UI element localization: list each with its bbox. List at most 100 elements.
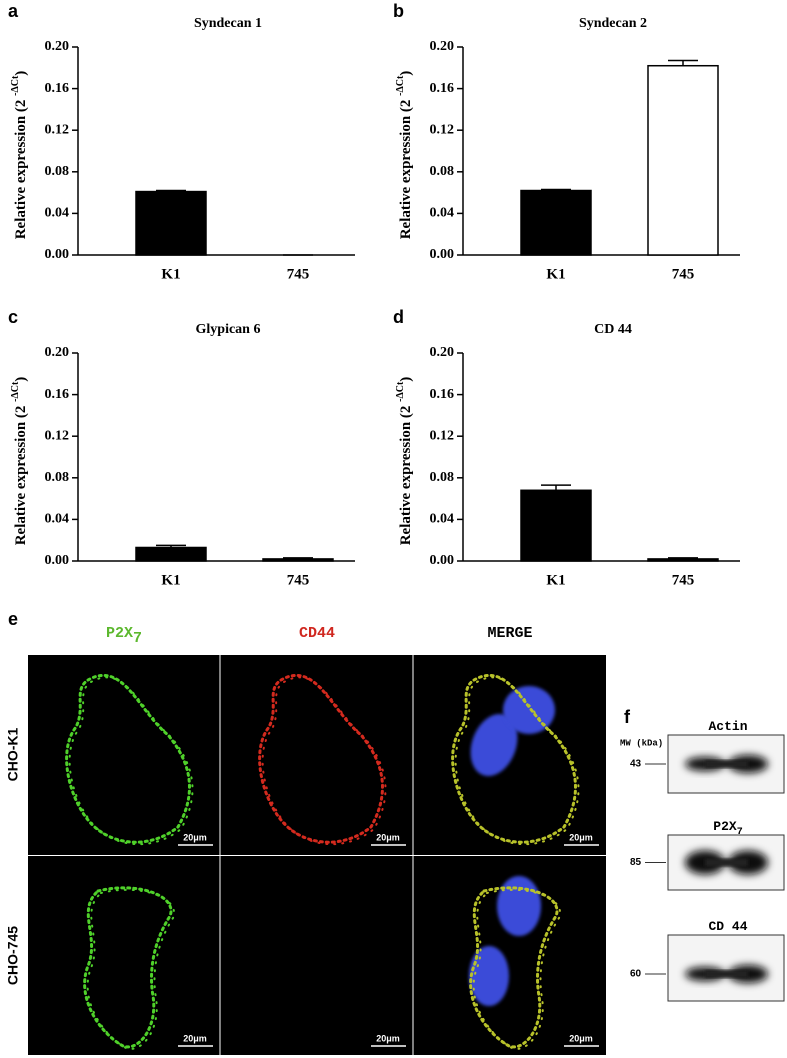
nucleus [470, 714, 518, 776]
y-tick-label: 0.00 [430, 553, 455, 568]
y-axis-label-text: Relative expression (2 [13, 402, 29, 545]
y-tick-label: 0.16 [430, 387, 455, 402]
blot-label-text: Actin [708, 719, 747, 734]
bar [135, 190, 207, 256]
y-axis-label-sup: -ΔCt [395, 381, 406, 402]
y-axis-label-sup: -ΔCt [10, 381, 21, 402]
panel-label: c [8, 307, 18, 327]
x-tick-label: K1 [546, 572, 565, 588]
y-tick-label: 0.20 [45, 39, 70, 54]
x-tick-label: 745 [287, 572, 310, 588]
cell-outline [83, 886, 173, 1049]
panel-label: d [393, 307, 404, 327]
y-axis-label: Relative expression (2 -ΔCt) [10, 71, 29, 240]
micrograph: 20μm [371, 1033, 406, 1047]
x-tick-label: K1 [161, 572, 180, 588]
y-tick-label: 0.12 [430, 122, 455, 137]
y-tick-label: 0.00 [45, 553, 70, 568]
y-tick-label: 0.08 [430, 470, 455, 485]
y-tick-label: 0.12 [430, 428, 455, 443]
y-axis-label-end: ) [398, 377, 414, 382]
y-axis-label-text: Relative expression (2 [398, 402, 414, 545]
scale-bar-label: 20μm [183, 1033, 207, 1043]
panel-label: b [393, 1, 404, 21]
x-tick-label: K1 [546, 266, 565, 282]
cell-outline [469, 886, 559, 1049]
bar [520, 189, 592, 256]
column-header: MERGE [487, 625, 532, 642]
x-tick-label: K1 [161, 266, 180, 282]
y-axis-label: Relative expression (2 -ΔCt) [395, 71, 414, 240]
cell-outline [65, 673, 191, 844]
blot-label: CD 44 [708, 919, 747, 934]
mw-label: MW (kDa) [620, 738, 663, 748]
x-tick-label: 745 [672, 266, 695, 282]
y-tick-label: 0.04 [45, 206, 70, 221]
panel-label: a [8, 1, 19, 21]
y-axis-label: Relative expression (2 -ΔCt) [10, 377, 29, 546]
y-tick-label: 0.16 [45, 81, 70, 96]
row-label: CHO-745 [5, 926, 21, 985]
y-tick-label: 0.20 [430, 39, 455, 54]
micrograph: 20μm [258, 673, 406, 846]
chart-title: CD 44 [594, 322, 632, 337]
y-axis-label-end: ) [398, 71, 414, 76]
cell-outline [451, 673, 577, 844]
y-axis-label-sup: -ΔCt [395, 75, 406, 96]
column-header: CD44 [299, 625, 335, 642]
y-axis-label-end: ) [13, 71, 29, 76]
scale-bar-label: 20μm [569, 832, 593, 842]
y-tick-label: 0.20 [45, 345, 70, 360]
y-tick-label: 0.04 [45, 512, 70, 527]
column-header-text: CD44 [299, 625, 335, 642]
bar [135, 546, 207, 562]
cell-outline [258, 673, 384, 844]
y-tick-label: 0.12 [45, 122, 70, 137]
chart-title: Syndecan 2 [579, 16, 647, 31]
band-link [705, 970, 748, 978]
bar [647, 558, 719, 562]
column-header-text: P2X [106, 625, 133, 642]
bar [520, 489, 592, 562]
blot-label: P2X7 [713, 819, 742, 837]
y-tick-label: 0.08 [45, 470, 70, 485]
scale-bar-label: 20μm [376, 832, 400, 842]
blot-label: Actin [708, 719, 747, 734]
micrograph: 20μm [65, 673, 213, 846]
scale-bar-label: 20μm [376, 1033, 400, 1043]
cell-outline [454, 676, 580, 846]
cell-outline [261, 676, 387, 846]
y-axis-label-text: Relative expression (2 [13, 96, 29, 239]
nucleus [503, 686, 555, 734]
y-tick-label: 0.12 [45, 428, 70, 443]
scale-bar-label: 20μm [183, 832, 207, 842]
y-axis-label-end: ) [13, 377, 29, 382]
bar [647, 64, 719, 256]
y-tick-label: 0.20 [430, 345, 455, 360]
y-axis-label-text: Relative expression (2 [398, 96, 414, 239]
x-tick-label: 745 [672, 572, 695, 588]
y-tick-label: 0.16 [45, 387, 70, 402]
panel-label: e [8, 609, 18, 629]
y-tick-label: 0.08 [430, 164, 455, 179]
mw-marker: 85 [630, 857, 642, 868]
bar [262, 558, 334, 562]
blot-label-text: P2X [713, 819, 737, 834]
y-tick-label: 0.16 [430, 81, 455, 96]
y-axis-label: Relative expression (2 -ΔCt) [395, 377, 414, 546]
micrograph: 20μm [83, 886, 213, 1050]
column-header-sub: 7 [133, 630, 142, 647]
column-header: P2X7 [106, 625, 142, 647]
y-axis-label-sup: -ΔCt [10, 75, 21, 96]
y-tick-label: 0.00 [430, 247, 455, 262]
scale-bar-label: 20μm [569, 1033, 593, 1043]
y-tick-label: 0.04 [430, 512, 455, 527]
blot [667, 934, 785, 1002]
band-link [705, 760, 748, 768]
y-tick-label: 0.08 [45, 164, 70, 179]
y-tick-label: 0.00 [45, 247, 70, 262]
micrograph: 20μm [451, 673, 599, 846]
chart-title: Glypican 6 [196, 322, 261, 337]
nucleus [469, 946, 509, 1006]
